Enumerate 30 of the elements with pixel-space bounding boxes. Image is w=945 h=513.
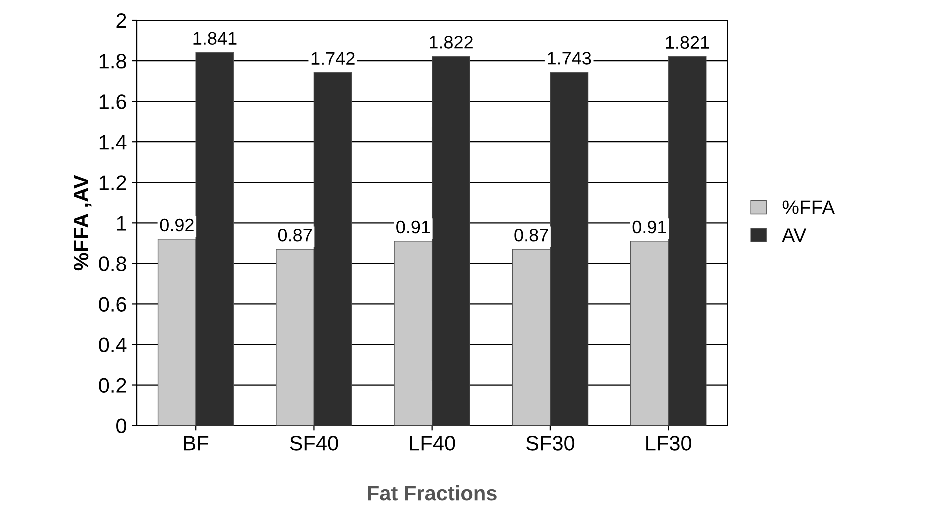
data-label: 0.87 [514, 228, 548, 242]
y-tick-label: 0.8 [99, 256, 126, 272]
legend-label: %FFA [782, 200, 836, 214]
data-label: 0.87 [278, 228, 312, 242]
y-tick-label: 1.8 [100, 54, 126, 69]
x-tick-label: SF40 [290, 436, 338, 451]
y-tick-label: 1.2 [100, 176, 126, 190]
data-label: 0.91 [396, 220, 430, 234]
y-tick-label: 1.4 [100, 135, 127, 150]
x-tick-label: SF30 [526, 436, 575, 451]
x-tick-label: LF40 [410, 436, 456, 451]
data-label: 1.841 [194, 32, 237, 46]
legend-label: AV [782, 228, 807, 242]
data-label: 0.92 [160, 218, 194, 232]
data-label: 1.743 [548, 52, 592, 65]
y-tick-label: 2 [116, 14, 126, 28]
data-label: 0.91 [632, 220, 666, 234]
data-label: 1.742 [312, 52, 355, 65]
y-tick-label: 1 [117, 216, 126, 231]
y-tick-label: 1.6 [100, 94, 126, 110]
x-axis-title: Fat Fractions [368, 485, 497, 501]
y-tick-label: 0.4 [99, 338, 127, 352]
data-label: 1.822 [430, 36, 473, 49]
x-tick-label: BF [184, 436, 209, 451]
y-tick-label: 0.6 [99, 297, 126, 312]
y-tick-label: 0.2 [99, 378, 126, 394]
data-label: 1.821 [666, 36, 710, 50]
x-tick-label: LF30 [646, 436, 692, 451]
y-tick-label: 0 [116, 418, 126, 434]
y-axis-title: %FFA ,AV [74, 175, 92, 271]
